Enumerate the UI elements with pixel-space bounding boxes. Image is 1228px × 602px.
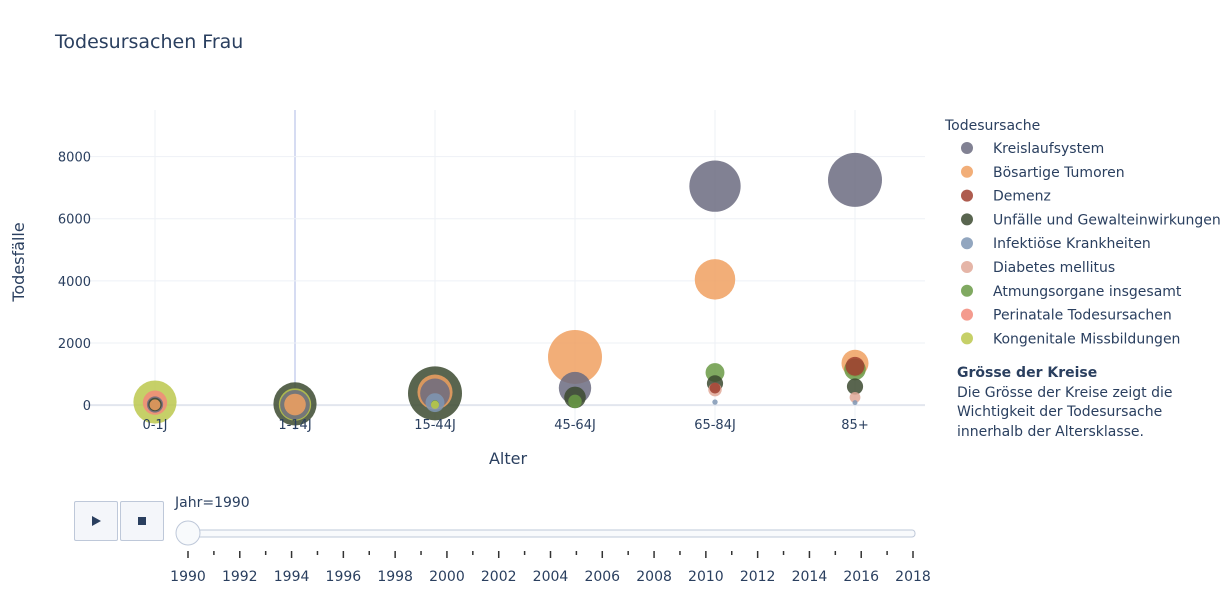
note-line-1: Die Grösse der Kreise zeigt die	[957, 385, 1173, 401]
y-axis-title: Todesfälle	[9, 222, 28, 302]
y-tick-label: 2000	[58, 337, 91, 352]
note-line-2: Wichtigkeit der Todesursache	[957, 404, 1162, 420]
legend-label[interactable]: Kreislaufsystem	[993, 141, 1104, 157]
slider-tick-label: 1998	[377, 569, 413, 585]
legend-marker[interactable]	[961, 332, 973, 345]
x-tick-label: 45-64J	[554, 418, 596, 433]
x-axis-title: Alter	[489, 449, 528, 468]
bubble-b-sartige-tumoren-114j[interactable]	[284, 393, 306, 416]
legend-label[interactable]: Atmungsorgane insgesamt	[993, 284, 1182, 300]
legend-marker[interactable]	[961, 189, 973, 202]
legend-marker[interactable]	[961, 237, 973, 250]
slider-tick-label: 2010	[688, 569, 724, 585]
stop-button[interactable]	[120, 501, 164, 541]
legend-label[interactable]: Unfälle und Gewalteinwirkungen	[993, 212, 1221, 228]
slider-current-label: Jahr=1990	[174, 495, 250, 511]
legend-label[interactable]: Kongenitale Missbildungen	[993, 331, 1180, 347]
legend-marker[interactable]	[961, 308, 973, 321]
bubble-b-sartige-tumoren-4564j[interactable]	[548, 329, 602, 384]
bubble-b-sartige-tumoren-01j[interactable]	[149, 399, 161, 411]
slider-tick-label: 1996	[326, 569, 362, 585]
bubble-infekti-se-krankheiten-6584j[interactable]	[712, 399, 718, 405]
x-tick-label: 0-1J	[142, 418, 167, 433]
bubble-atmungsorgane-insgesamt-4564j[interactable]	[568, 394, 582, 409]
slider-rail[interactable]	[185, 529, 916, 538]
slider-tick-label: 2014	[792, 569, 828, 585]
bubble-kreislaufsystem-85[interactable]	[828, 152, 882, 207]
x-tick-label: 1-14J	[278, 418, 311, 433]
slider-tick-label: 1994	[274, 569, 310, 585]
bubble-demenz-6584j[interactable]	[709, 382, 721, 394]
slider-handle[interactable]	[175, 520, 201, 546]
y-ticks: 0 2000 4000 6000 8000	[58, 151, 91, 415]
x-ticks: 0-1J 1-14J 15-44J 45-64J 65-84J 85+	[142, 418, 868, 433]
legend-marker[interactable]	[961, 284, 973, 297]
slider-ticks: 1990 1992 1994 1996 1998 2000 2002 2004 2006 2008…	[170, 551, 931, 585]
bubble-kongenitale-missbildungen-1544j[interactable]	[430, 400, 440, 409]
y-tick-label: 6000	[58, 213, 91, 228]
bubble-kreislaufsystem-6584j[interactable]	[689, 160, 741, 212]
chart-title: Todesursachen Frau	[54, 31, 243, 53]
slider-tick-label: 2018	[895, 569, 931, 585]
bubble-unf-lle-und-gewalteinwirkungen-85[interactable]	[846, 378, 864, 395]
bubble-demenz-85[interactable]	[845, 356, 865, 376]
slider-tick-label: 2000	[429, 569, 465, 585]
legend-title: Todesursache	[944, 118, 1040, 134]
bubble-b-sartige-tumoren-6584j[interactable]	[694, 259, 736, 300]
slider-tick-label: 2002	[481, 569, 517, 585]
slider-tick-label: 1992	[222, 569, 258, 585]
x-tick-label: 65-84J	[694, 418, 736, 433]
legend-marker[interactable]	[961, 213, 973, 226]
slider-tick-label: 2008	[636, 569, 672, 585]
legend-marker[interactable]	[961, 261, 973, 273]
legend-marker[interactable]	[961, 142, 973, 154]
legend-label[interactable]: Demenz	[993, 189, 1051, 205]
legend-label[interactable]: Bösartige Tumoren	[993, 165, 1125, 181]
legend-label[interactable]: Diabetes mellitus	[993, 260, 1115, 276]
legend: Kreislaufsystem Bösartige Tumoren Demenz Un…	[961, 141, 1221, 347]
play-icon	[92, 516, 101, 526]
bubble-diabetes-mellitus-85[interactable]	[849, 391, 861, 403]
x-tick-label: 15-44J	[414, 418, 456, 433]
bubbles	[133, 152, 882, 426]
legend-label[interactable]: Perinatale Todesursachen	[993, 308, 1172, 324]
y-tick-label: 0	[83, 399, 91, 414]
slider-tick-label: 2016	[843, 569, 879, 585]
x-tick-label: 85+	[841, 418, 868, 433]
bubble-infekti-se-krankheiten-85[interactable]	[852, 400, 858, 406]
slider-tick-label: 1990	[170, 569, 206, 585]
legend-label[interactable]: Infektiöse Krankheiten	[993, 236, 1151, 252]
note-line-3: innerhalb der Altersklasse.	[957, 424, 1144, 440]
slider-tick-label: 2012	[740, 569, 776, 585]
y-tick-label: 8000	[58, 151, 91, 166]
legend-marker[interactable]	[961, 165, 973, 178]
grid	[85, 110, 925, 430]
stop-icon	[138, 517, 146, 525]
note-title: Grösse der Kreise	[957, 365, 1097, 381]
play-button[interactable]	[74, 501, 118, 541]
slider-tick-label: 2004	[533, 569, 569, 585]
slider-tick-label: 2006	[584, 569, 620, 585]
y-tick-label: 4000	[58, 275, 91, 290]
